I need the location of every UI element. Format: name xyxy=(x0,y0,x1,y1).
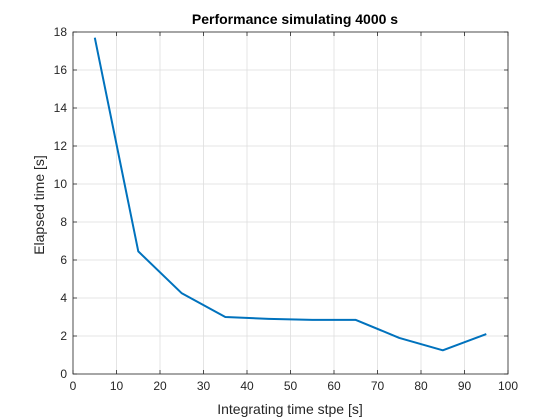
x-tick-label: 100 xyxy=(498,379,518,393)
x-tick-label: 20 xyxy=(153,379,167,393)
y-tick-label: 10 xyxy=(54,177,68,191)
x-tick-label: 90 xyxy=(458,379,472,393)
x-tick-label: 10 xyxy=(110,379,124,393)
x-tick-label: 0 xyxy=(70,379,77,393)
x-tick-label: 60 xyxy=(327,379,341,393)
y-tick-label: 2 xyxy=(60,329,67,343)
y-tick-label: 8 xyxy=(60,215,67,229)
series-group xyxy=(93,37,487,352)
y-tick-label: 16 xyxy=(54,63,68,77)
y-tick-label: 4 xyxy=(60,291,67,305)
y-tick-label: 14 xyxy=(54,101,68,115)
x-tick-label: 50 xyxy=(284,379,298,393)
y-tick-label: 18 xyxy=(54,25,68,39)
y-tick-label: 6 xyxy=(60,253,67,267)
ticks: 0 10 20 30 40 50 60 70 80 90 100 0 2 4 6 8 10 12 14 16 18 xyxy=(54,25,519,393)
x-tick-label: 30 xyxy=(197,379,211,393)
x-tick-label: 40 xyxy=(240,379,254,393)
y-tick-label: 0 xyxy=(60,367,67,381)
x-axis-label: Integrating time stpe [s] xyxy=(217,401,363,417)
series-line xyxy=(93,37,487,352)
x-tick-label: 70 xyxy=(371,379,385,393)
y-axis-label: Elapsed time [s] xyxy=(31,155,47,255)
chart-title: Performance simulating 4000 s xyxy=(192,11,398,27)
y-tick-label: 12 xyxy=(54,139,68,153)
x-tick-label: 80 xyxy=(414,379,428,393)
